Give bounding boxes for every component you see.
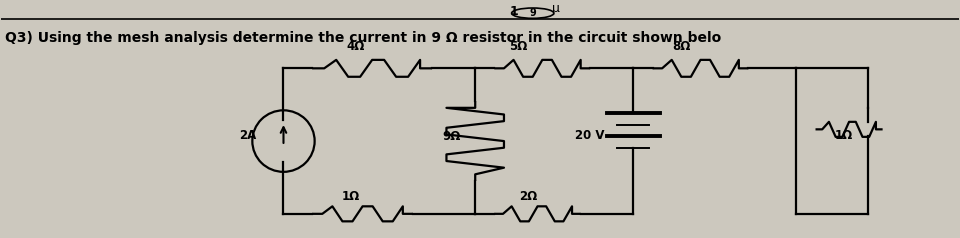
Text: 1Ω: 1Ω: [834, 129, 852, 142]
Text: 4Ω: 4Ω: [347, 40, 365, 53]
Text: 1: 1: [509, 5, 518, 18]
Text: Q3) Using the mesh analysis determine the current in 9 Ω resistor in the circuit: Q3) Using the mesh analysis determine th…: [6, 31, 722, 45]
Text: 8Ω: 8Ω: [672, 40, 690, 53]
Text: 9Ω: 9Ω: [443, 130, 461, 143]
Text: 2Ω: 2Ω: [518, 190, 537, 203]
Text: μ: μ: [552, 2, 560, 15]
Text: 5Ω: 5Ω: [509, 40, 528, 53]
Text: 20 V: 20 V: [575, 129, 605, 142]
Text: 9: 9: [529, 8, 536, 18]
Text: 1Ω: 1Ω: [342, 190, 360, 203]
Text: 2A: 2A: [239, 129, 256, 142]
